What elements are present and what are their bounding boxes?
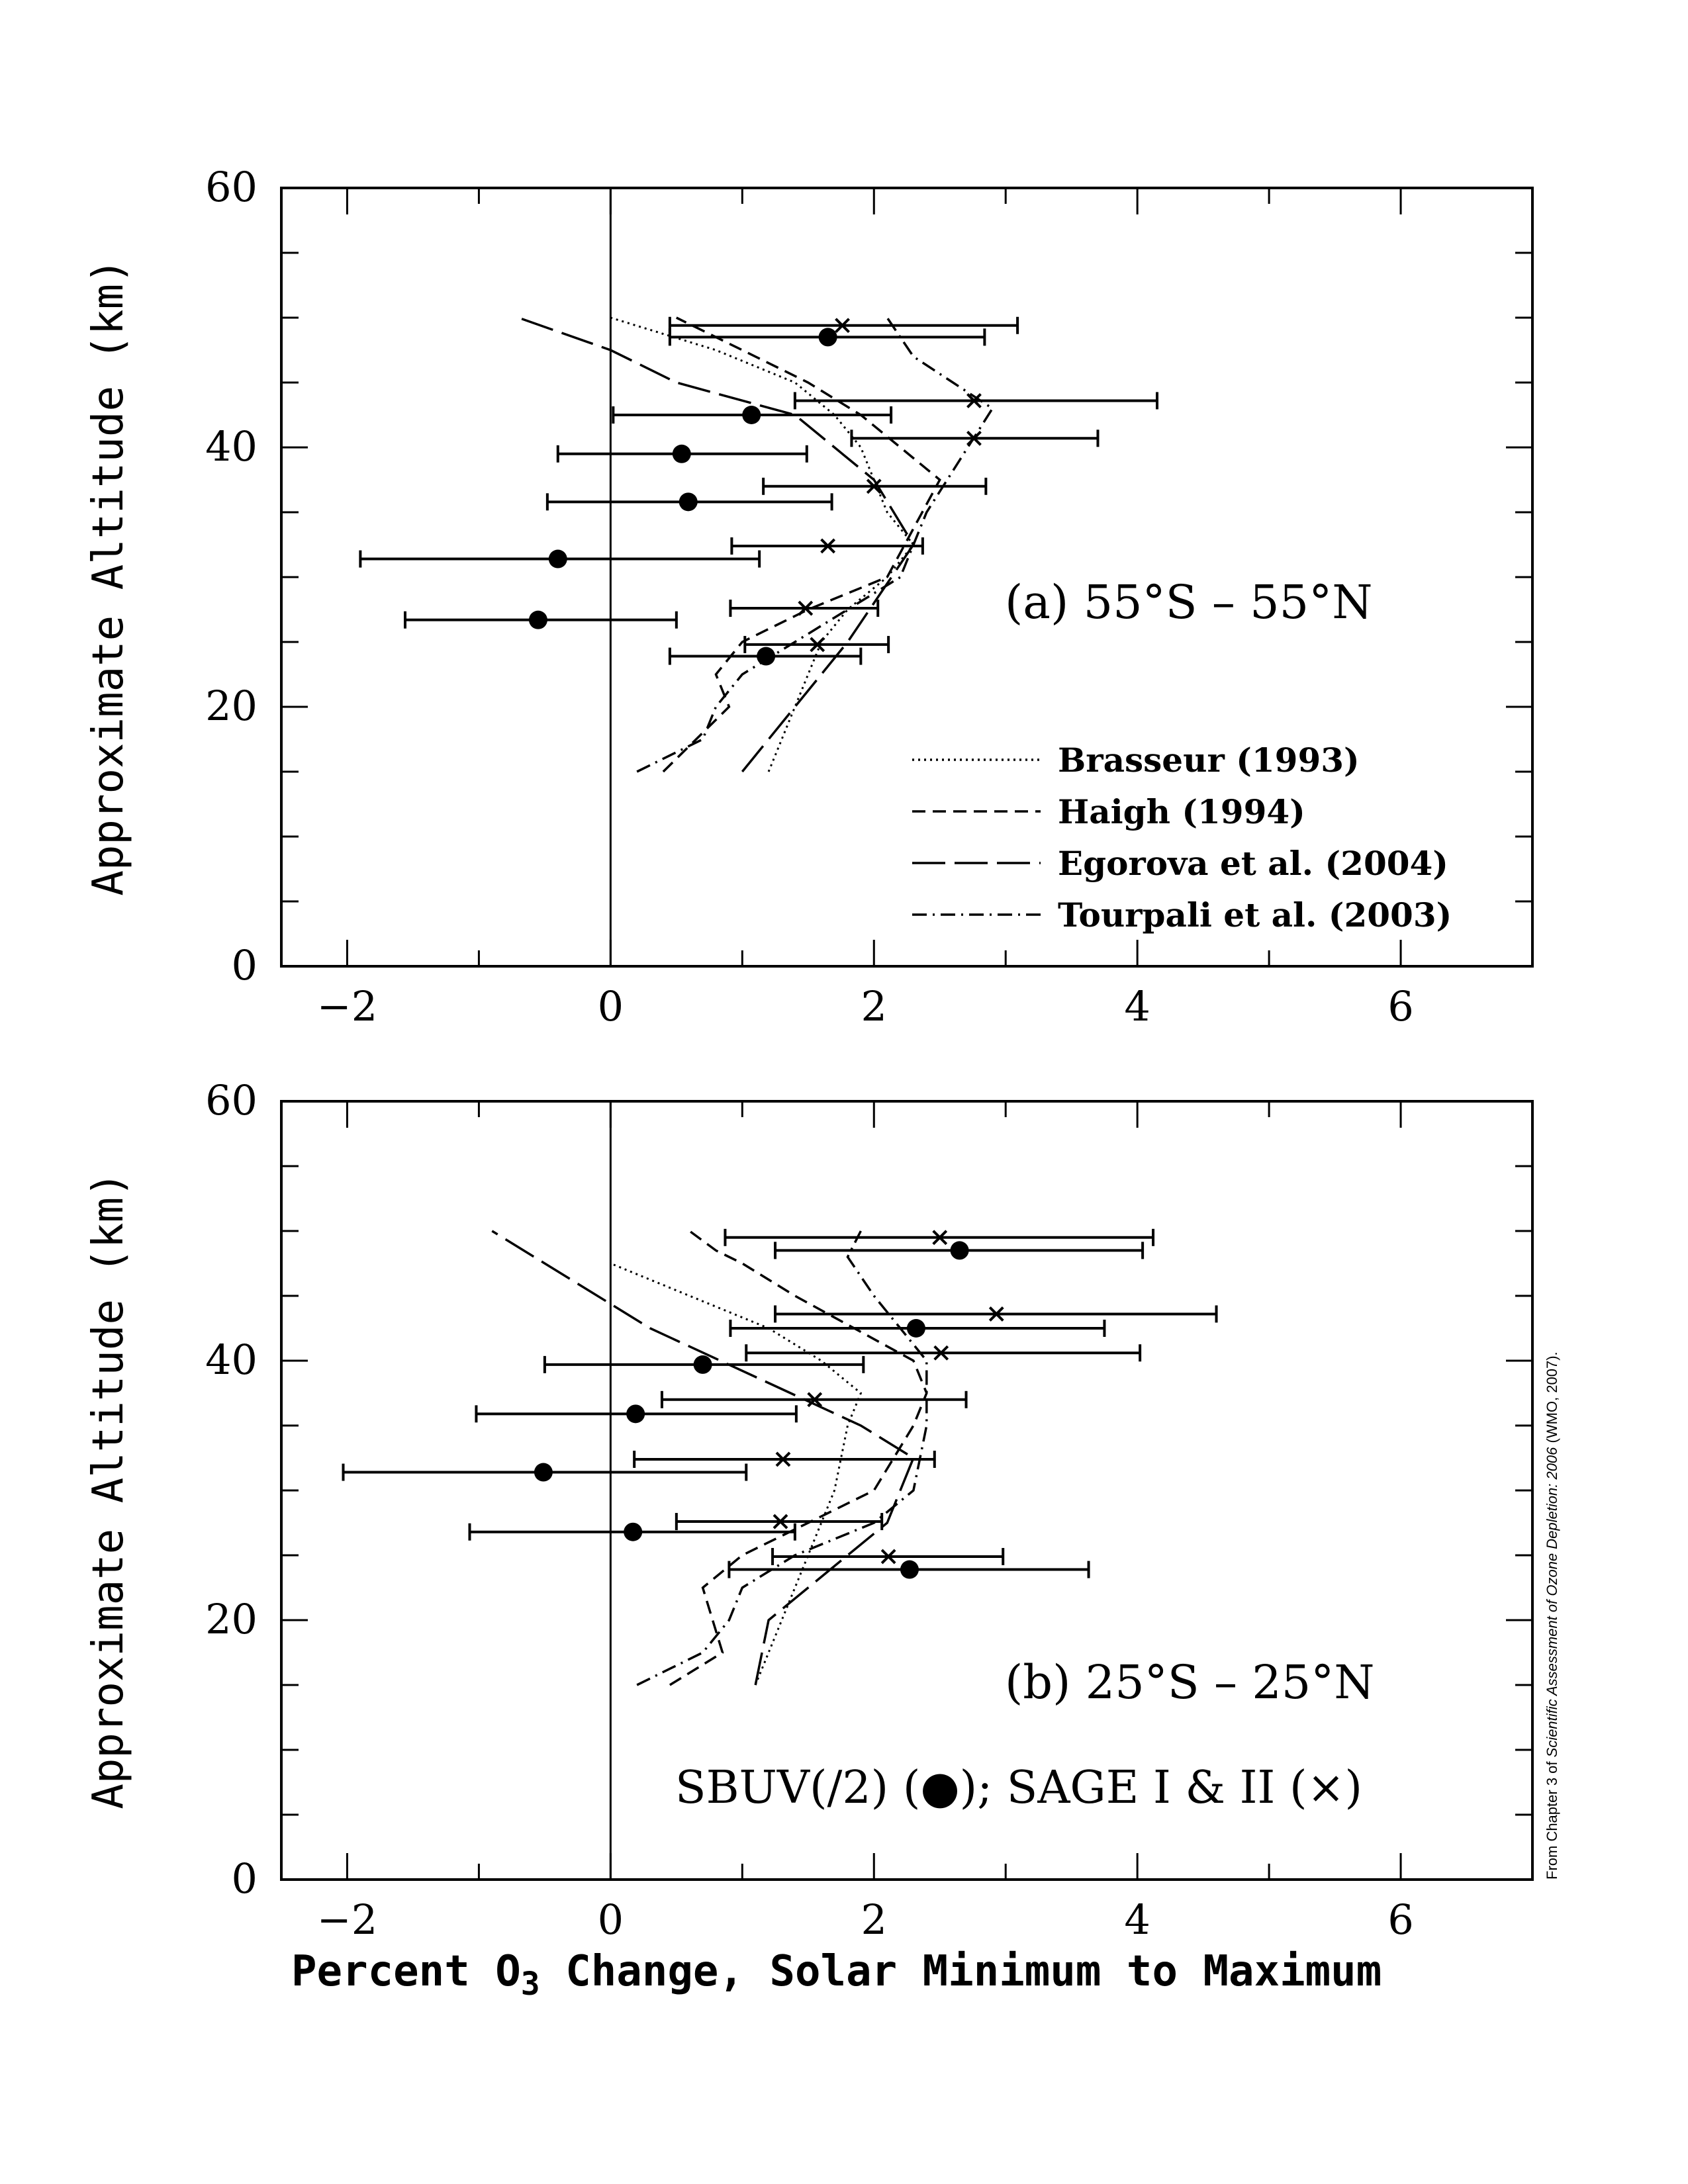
sage-point [820,538,836,554]
sbuv-point [548,549,567,569]
legend: Brasseur (1993) Haigh (1994) Egorova et al… [912,741,1452,934]
sbuv-point [818,328,837,347]
sbuv-point [757,647,776,666]
sbuv-point [742,406,761,424]
sbuv-point [679,492,698,512]
x-axis-label-suffix: Change, Solar Minimum to Maximum [540,1947,1382,1996]
sbuv-point [900,1560,919,1579]
series-line [610,316,915,772]
x-tick-label: 0 [598,1895,624,1944]
sage-point [866,478,882,494]
x-tick-label: −2 [317,982,377,1030]
y-tick-label: 20 [205,682,258,730]
y-tick-label: 40 [205,1336,258,1384]
x-tick-label: 2 [861,982,887,1030]
y-tick-label: 20 [205,1595,258,1643]
x-tick-label: −2 [317,1895,377,1944]
sbuv-point [528,610,547,629]
sage-point [988,1306,1004,1322]
panel-a: Approximate Altitude (km) (a) 55°S – 55°… [84,163,1534,1030]
sbuv-point [626,1404,645,1424]
series-line [518,316,915,773]
panel-label-a: (a) 55°S – 55°N [1005,575,1372,629]
x-tick-label: 6 [1387,1895,1413,1944]
sage-point [835,318,850,334]
x-tick-label: 4 [1124,1895,1150,1944]
sage-point [966,430,982,446]
x-axis-label: Percent O3 Change, Solar Minimum to Maxi… [291,1947,1382,2003]
y-tick-label: 60 [205,163,258,211]
sbuv-point [624,1522,643,1541]
sage-point [932,1230,948,1246]
credit-prefix: From Chapter 3 of [1544,1757,1560,1880]
series-line [636,317,994,773]
observations-note: SBUV(/2) (●); SAGE I & II (×) [675,1762,1362,1814]
panel-label-b: (b) 25°S – 25°N [1005,1655,1375,1709]
y-tick-label: 40 [205,422,258,471]
sage-point [773,1514,788,1529]
y-axis-label-a: Approximate Altitude (km) [84,258,133,895]
sage-point [810,637,825,653]
series-line [491,1230,915,1686]
sage-point [807,1392,823,1408]
sage-point [966,393,982,408]
x-axis-label-prefix: Percent O [291,1947,521,1996]
y-tick-label: 60 [205,1076,258,1124]
series-line [636,1230,928,1686]
x-tick-label: 6 [1387,982,1413,1030]
x-tick-label: 2 [861,1895,887,1944]
sage-point [880,1549,896,1565]
series-line [669,1230,928,1686]
y-tick-label: 0 [232,941,258,989]
sbuv-point [672,444,691,463]
legend-label: Brasseur (1993) [1058,741,1360,780]
sage-point [775,1451,791,1467]
y-axis-label-b: Approximate Altitude (km) [84,1171,133,1809]
sbuv-point [534,1463,553,1482]
x-tick-label: 4 [1124,982,1150,1030]
source-credit: From Chapter 3 of Scientific Assessment … [1544,1351,1560,1880]
credit-title: Scientific Assessment of Ozone Depletion… [1544,1447,1560,1758]
y-tick-label: 0 [232,1854,258,1903]
x-axis-label-subscript: 3 [521,1966,540,2003]
legend-label: Tourpali et al. (2003) [1058,895,1452,934]
sbuv-point [950,1241,969,1260]
credit-suffix: (WMO, 2007). [1544,1351,1560,1447]
sbuv-point [906,1319,925,1338]
panel-b: Approximate Altitude (km) (b) 25°S – 25°… [84,1076,1534,1944]
sbuv-point [693,1355,712,1374]
sage-point [933,1345,949,1361]
series-line [610,1262,863,1686]
legend-label: Haigh (1994) [1058,792,1305,831]
sage-point [798,600,814,616]
legend-label: Egorova et al. (2004) [1058,844,1448,883]
x-tick-label: 0 [598,982,624,1030]
